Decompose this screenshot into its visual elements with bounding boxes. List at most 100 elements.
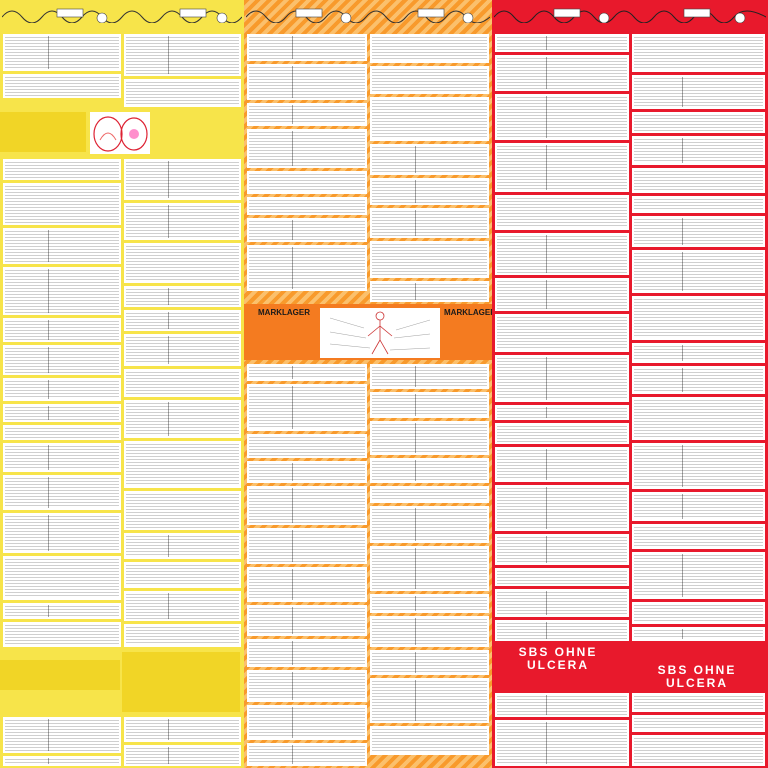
text-cell [3,756,121,766]
text-cell [247,639,367,667]
text-cell [631,552,765,599]
text-cell [123,533,241,559]
text-cell [495,534,629,565]
text-cell [247,528,367,564]
text-cell [631,216,765,247]
text-cell [247,218,367,242]
sbs-banner-right: SBS OHNE ULCERA [628,664,766,690]
text-cell [247,34,367,61]
text-cell [369,486,489,503]
text-cell [123,243,241,283]
text-cell [495,195,629,230]
text-cell [3,34,121,71]
text-cell [369,392,489,418]
text-cell [123,286,241,307]
text-cell [247,486,367,525]
text-cell [631,112,765,133]
text-cell [631,443,765,489]
text-cell [123,34,241,76]
text-cell [495,568,629,586]
text-cell [3,475,121,510]
text-cell [495,423,629,444]
text-cell [631,397,765,440]
text-cell [123,400,241,438]
text-cell [369,506,489,543]
text-cell [3,378,121,401]
text-cell [369,594,489,613]
text-cell [495,693,629,717]
text-cell [369,66,489,94]
text-cell [631,693,765,712]
text-cell [369,421,489,455]
text-cell [3,717,121,753]
text-cell [631,168,765,193]
red-column: SBS OHNE ULCERA SBS OHNE ULCERA [492,0,768,768]
text-cell [631,627,765,641]
text-cell [123,491,241,530]
text-cell [123,203,241,240]
text-cell [247,605,367,636]
text-cell [369,34,489,63]
text-cell [369,178,489,205]
text-cell [123,369,241,397]
text-cell [247,171,367,194]
text-cell [369,616,489,647]
text-cell [247,364,367,381]
text-cell [3,513,121,553]
text-cell [495,143,629,192]
yellow-column-header [0,0,244,32]
text-cell [495,314,629,352]
text-cell [247,705,367,740]
text-cell [631,524,765,549]
skeleton-icon [329,311,431,355]
text-cell [3,603,121,619]
text-cell [631,34,765,72]
text-cell [247,567,367,602]
text-cell [495,278,629,311]
text-cell [247,103,367,126]
sbs-banner-left-title: SBS OHNE ULCERA [518,645,598,672]
text-cell [3,74,121,98]
text-cell [369,650,489,675]
text-cell [369,144,489,175]
text-cell [3,267,121,315]
yellow-note-box-bottom-left [0,660,120,690]
skeleton-figure-box [320,308,440,358]
text-cell [495,485,629,531]
text-cell [247,64,367,100]
text-cell [631,75,765,109]
text-cell [369,281,489,302]
text-cell [495,620,629,641]
text-cell [495,233,629,275]
red-column-header [492,0,768,32]
text-cell [369,678,489,723]
text-cell [369,546,489,591]
text-cell [3,159,121,180]
text-cell [369,241,489,278]
orange-column-header [244,0,492,32]
text-cell [123,624,241,647]
text-cell [369,364,489,389]
text-cell [631,343,765,363]
text-cell [3,425,121,440]
sbs-banner-right-title: SBS OHNE ULCERA [657,663,737,690]
brain-organ-figure [90,112,150,154]
text-cell [3,228,121,264]
text-cell [369,208,489,238]
text-cell [247,461,367,483]
text-cell [247,197,367,215]
text-cell [247,129,367,168]
text-cell [123,717,241,742]
text-cell [3,622,121,647]
header-wave-icon [494,8,766,23]
text-cell [495,589,629,617]
marklager-title-right: MARKLAGER [444,308,492,317]
text-cell [123,591,241,621]
text-cell [495,720,629,766]
header-wave-icon [246,8,490,23]
text-cell [631,296,765,340]
text-cell [631,136,765,165]
text-cell [247,434,367,458]
marklager-title-left: MARKLAGER [258,308,310,317]
text-cell [495,355,629,402]
